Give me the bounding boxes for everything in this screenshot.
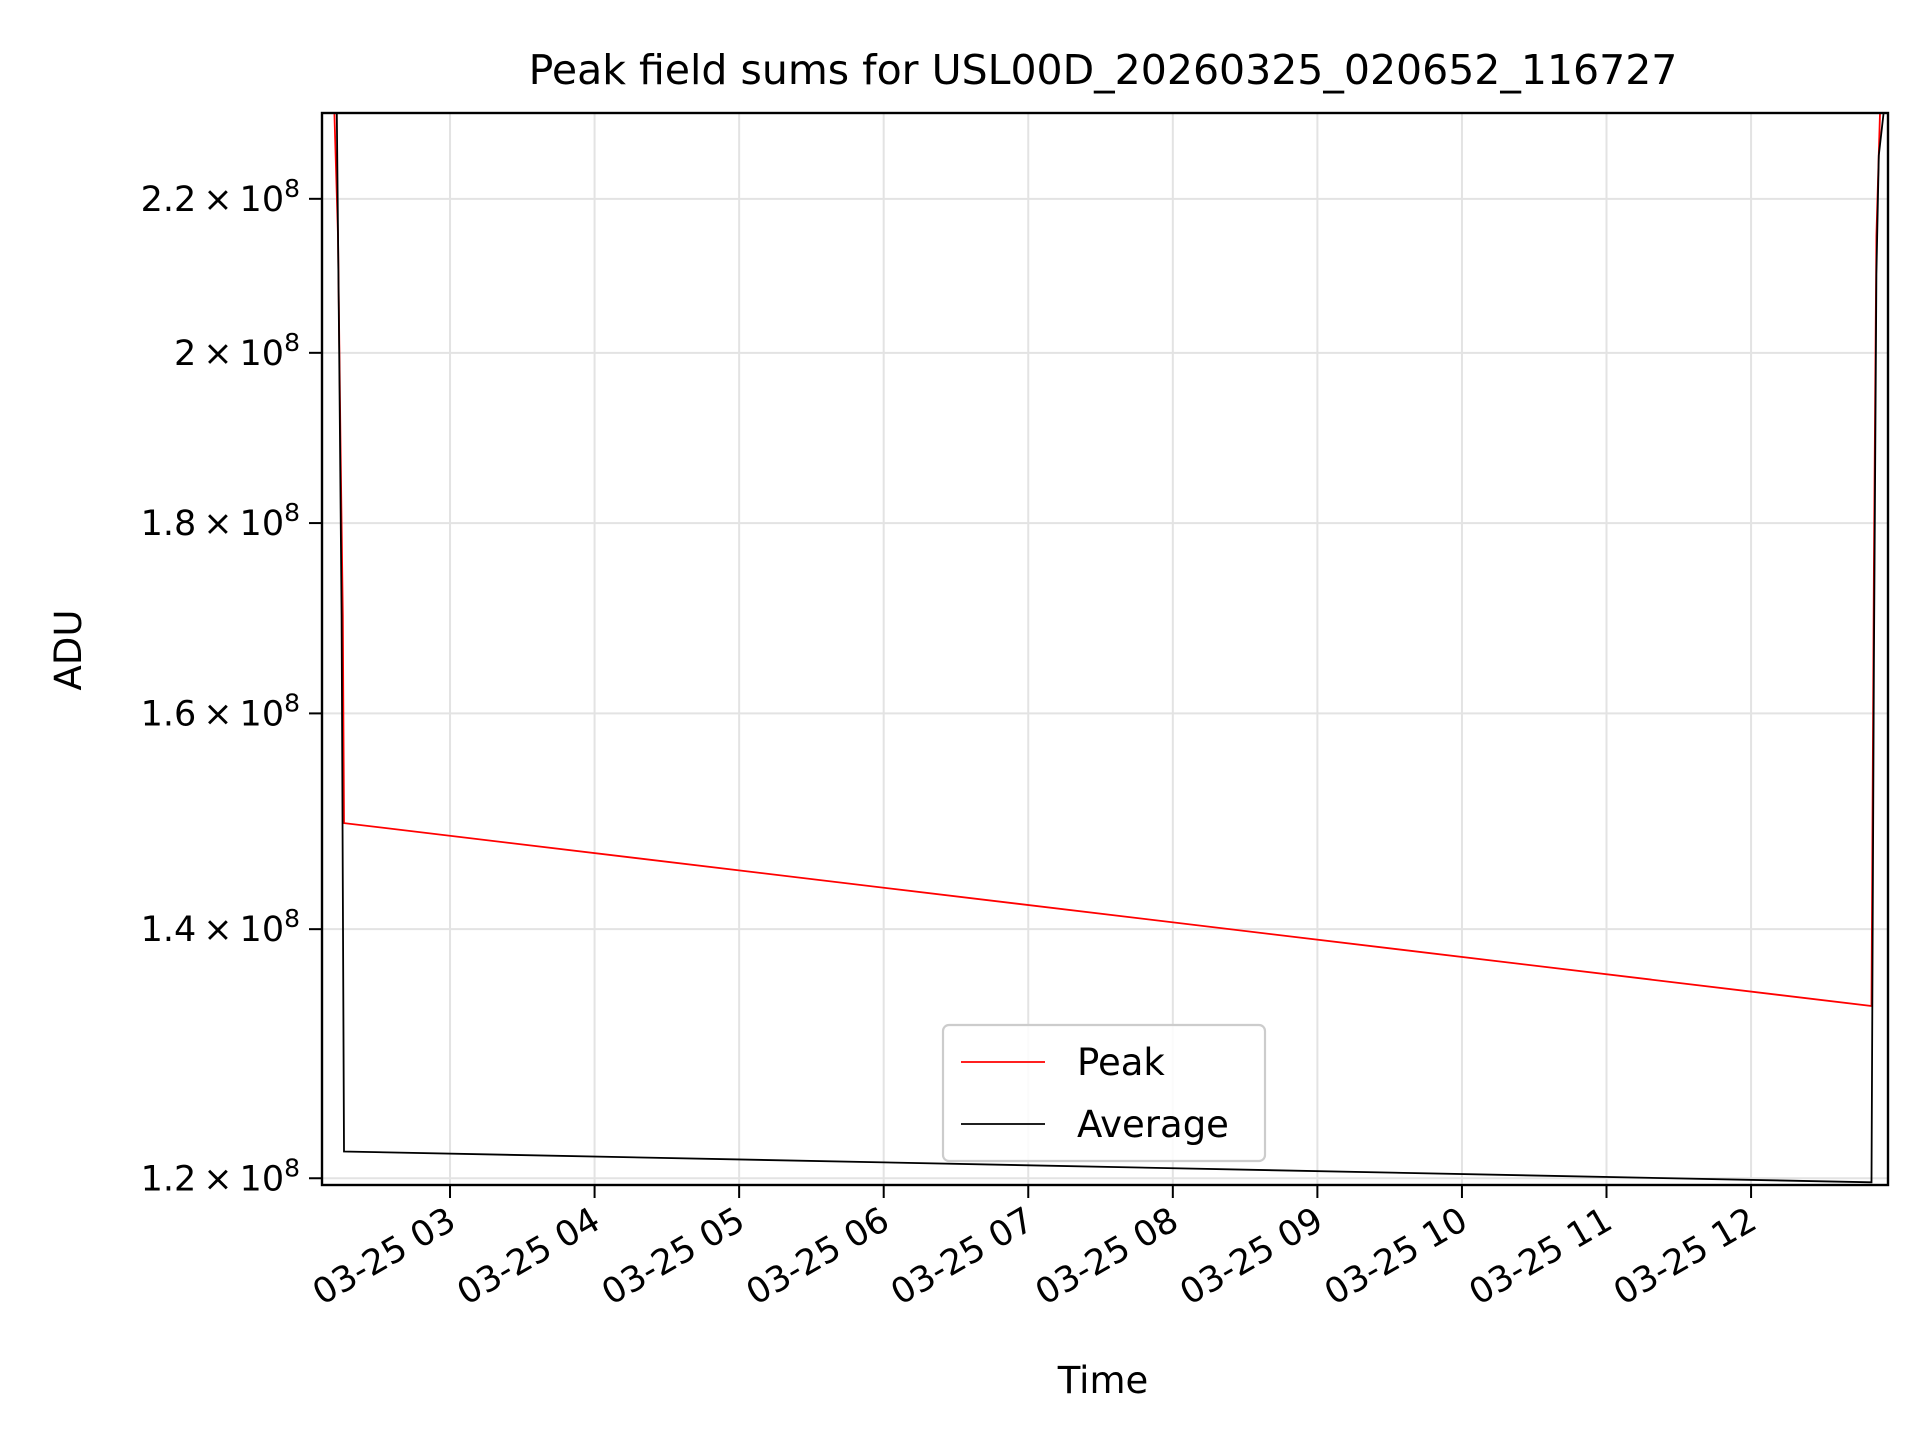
y-tick-label: 1.4 × 108 xyxy=(141,904,300,950)
chart-title: Peak field sums for USL00D_20260325_0206… xyxy=(529,46,1678,94)
legend-label-peak: Peak xyxy=(1077,1041,1165,1084)
series-line-average xyxy=(335,113,1885,1184)
x-axis-label: Time xyxy=(1057,1359,1149,1402)
legend: Peak Average xyxy=(941,1023,1267,1163)
y-tick-label: 1.2 × 108 xyxy=(141,1153,300,1199)
series-layer xyxy=(333,113,1885,1184)
y-tick-label: 2 × 108 xyxy=(174,328,300,374)
y-tick-label: 2.2 × 108 xyxy=(141,174,300,220)
grid xyxy=(322,113,1888,1185)
plot-frame xyxy=(320,111,1890,1187)
y-axis-label: ADU xyxy=(47,610,90,691)
y-tick-label: 1.6 × 108 xyxy=(141,688,300,734)
legend-box xyxy=(941,1023,1267,1163)
legend-label-average: Average xyxy=(1077,1103,1229,1146)
y-axis: 1.2 × 108 1.4 × 108 1.6 × 108 1.8 × 108 2 × … xyxy=(141,174,322,1199)
y-tick-label: 1.8 × 108 xyxy=(141,498,300,544)
